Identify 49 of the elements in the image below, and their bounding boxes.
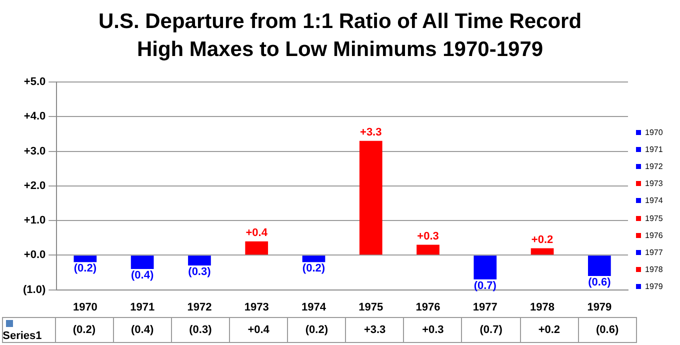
- text: (0.3): [188, 266, 211, 278]
- data-label: (0.3): [171, 318, 230, 342]
- text: (0.2): [74, 262, 96, 275]
- data-label: (0.6): [578, 318, 636, 342]
- y-tick-label: +1.0: [24, 214, 46, 227]
- category-label: 1975: [645, 214, 663, 223]
- x-tick-label: 1970: [72, 301, 98, 314]
- data-label: (0.7): [462, 318, 520, 342]
- data-label: (0.2): [55, 318, 114, 342]
- x-tick-label: 1973: [244, 301, 269, 314]
- data-label: +0.3: [404, 318, 462, 342]
- x-tick-label: 1978: [530, 301, 555, 314]
- data-label: +3.3: [346, 318, 404, 342]
- chart-title: U.S. Departure from 1:1 Ratio of All Time Record High Maxes to Low Minimums 1970-1979: [97, 9, 583, 63]
- x-tick-label: 1974: [302, 301, 327, 314]
- text: (0.7): [474, 280, 496, 292]
- y-tick-label: +2.0: [24, 180, 46, 192]
- category-label: 1970: [645, 128, 663, 138]
- text: (0.2): [302, 262, 326, 275]
- data-label: (0.2): [288, 318, 346, 342]
- data-label: +0.2: [520, 318, 578, 342]
- category-label: 1973: [645, 179, 663, 188]
- y-tick-label: +0.0: [24, 249, 46, 262]
- category-label: 1979: [645, 282, 663, 291]
- y-tick-label: +4.0: [24, 110, 46, 123]
- data-label: +0.4: [229, 318, 288, 342]
- category-label: 1974: [645, 196, 663, 206]
- category-label: 1972: [645, 162, 663, 172]
- y-tick-label: +5.0: [24, 76, 46, 88]
- x-tick-label: 1972: [187, 301, 212, 314]
- text: (0.6): [588, 276, 611, 288]
- x-tick-label: 1979: [587, 301, 612, 314]
- text: +3.3: [360, 126, 382, 138]
- data-label: (0.4): [113, 318, 172, 342]
- category-label: 1977: [645, 248, 663, 257]
- text: +0.4: [246, 226, 268, 239]
- text: +0.3: [417, 230, 439, 242]
- x-tick-label: 1975: [358, 301, 384, 314]
- category-label: 1971: [645, 145, 663, 154]
- category-label: 1976: [645, 230, 663, 240]
- category-label: 1978: [645, 264, 663, 274]
- x-tick-label: 1971: [130, 301, 155, 314]
- x-tick-label: 1976: [416, 301, 440, 314]
- text: (0.4): [131, 270, 154, 282]
- y-tick-label: +3.0: [24, 145, 46, 158]
- y-tick-label: (1.0): [22, 284, 46, 296]
- text: Series1: [2, 318, 56, 342]
- x-tick-label: 1977: [472, 301, 498, 314]
- text: +0.2: [531, 234, 554, 246]
